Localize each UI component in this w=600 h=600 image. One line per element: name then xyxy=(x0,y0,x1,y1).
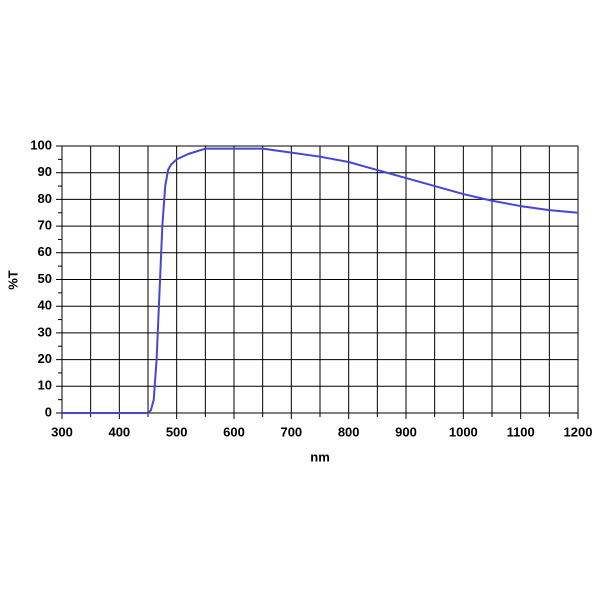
y-tick-label: 30 xyxy=(38,324,52,339)
y-tick-label: 10 xyxy=(38,378,52,393)
x-tick-label: 600 xyxy=(223,424,245,439)
y-tick-label: 40 xyxy=(38,298,52,313)
x-tick-label: 800 xyxy=(338,424,360,439)
y-tick-label: 70 xyxy=(38,218,52,233)
x-tick-label: 900 xyxy=(395,424,417,439)
x-tick-label: 400 xyxy=(108,424,130,439)
data-line xyxy=(62,147,579,414)
x-tick-label: 500 xyxy=(166,424,188,439)
x-tick-label: 1200 xyxy=(564,424,593,439)
y-tick-label: 0 xyxy=(45,404,52,419)
y-axis-label: %T xyxy=(5,270,20,290)
y-tick-label: 80 xyxy=(38,191,52,206)
y-tick-label: 100 xyxy=(30,137,52,152)
y-tick-label: 90 xyxy=(38,164,52,179)
x-axis-label: nm xyxy=(310,449,330,464)
y-tick-label: 20 xyxy=(38,351,52,366)
y-tick-label: 60 xyxy=(38,244,52,259)
x-tick-label: 300 xyxy=(51,424,73,439)
y-tick-label: 50 xyxy=(38,271,52,286)
x-tick-label: 1100 xyxy=(507,424,535,439)
x-tick-label: 1000 xyxy=(449,424,478,439)
x-tick-label: 700 xyxy=(280,424,302,439)
